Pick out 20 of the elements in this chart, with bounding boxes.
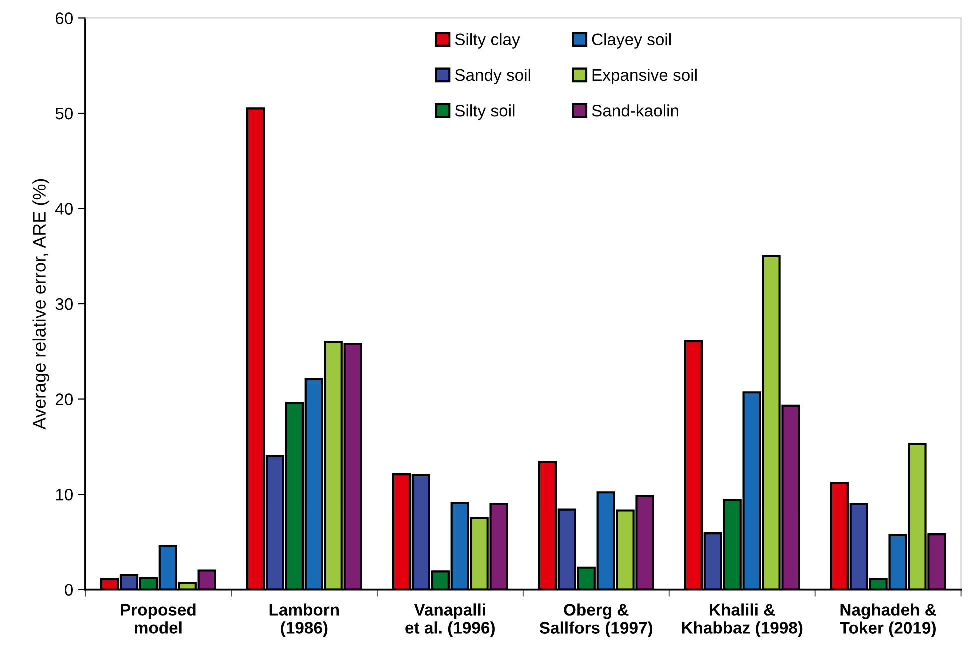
y-tick-label: 10 (56, 488, 73, 501)
y-tick-label: 60 (56, 12, 73, 24)
y-tick-label: 20 (56, 394, 73, 406)
legend-label: Expansive soil (592, 68, 697, 84)
legend-label: Clayey soil (592, 33, 671, 49)
x-tick-label: Vanapalli et al. (1996) (406, 604, 495, 638)
legend-label: Silty clay (455, 33, 520, 49)
y-tick-label: 30 (56, 298, 73, 310)
y-axis-title: Average relative error, ARE (%) (32, 179, 50, 430)
x-tick-label: Proposed model (121, 604, 196, 634)
y-tick-label: 50 (56, 108, 73, 120)
legend-label: Sand-kaolin (592, 104, 678, 117)
legend-label: Silty soil (455, 104, 515, 120)
y-tick-label: 40 (55, 203, 73, 215)
x-tick-label: Oberg & Sallfors (1997) (540, 604, 652, 638)
y-tick-label: 0 (65, 584, 73, 596)
x-tick-label: Lamborn (1986) (270, 604, 340, 638)
x-tick-label: Khalili & Khabbaz (1998) (682, 604, 803, 638)
x-tick-label: Naghadeh & Toker (2019) (840, 604, 936, 638)
legend-label: Sandy soil (455, 68, 530, 84)
